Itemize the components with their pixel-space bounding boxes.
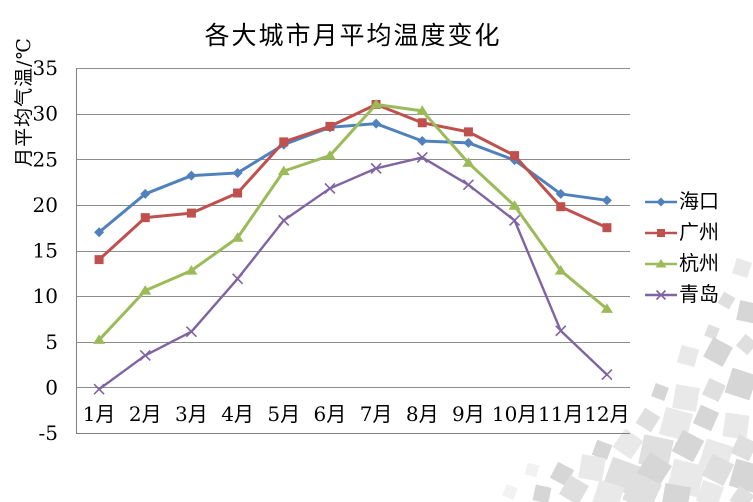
data-point (185, 265, 198, 275)
data-point (462, 157, 475, 167)
data-point (417, 136, 428, 146)
y-tick-label: 5 (45, 330, 58, 354)
y-tick-label: 0 (45, 375, 58, 399)
series-line-hangzhou (97, 103, 609, 342)
data-point (556, 202, 566, 212)
x-tick-label: 9月 (452, 402, 485, 426)
x-tick-label: 2月 (129, 402, 162, 426)
data-point (324, 182, 336, 195)
x-tick-label: 1月 (83, 402, 116, 426)
data-point (416, 105, 429, 115)
legend: 海口 广州 杭州 青岛 (645, 191, 719, 305)
x-tick-label: 4月 (221, 402, 254, 426)
data-point (601, 369, 613, 381)
data-point (657, 228, 665, 237)
data-point (510, 151, 520, 161)
y-tick-label: 35 (33, 56, 58, 80)
legend-label: 海口 (679, 189, 719, 213)
data-point (279, 137, 289, 147)
data-point (370, 162, 382, 174)
y-tick-label: 30 (33, 102, 58, 126)
y-axis-title: 月平均气温/℃ (13, 37, 35, 167)
data-point (140, 213, 150, 223)
legend-label: 杭州 (679, 251, 719, 275)
data-point (139, 285, 152, 295)
data-point (231, 232, 244, 242)
data-point (186, 208, 196, 218)
x-tick-label: 10月 (492, 402, 537, 426)
data-point (601, 195, 612, 206)
data-point (463, 127, 473, 137)
data-point (186, 170, 197, 181)
data-point (602, 223, 612, 233)
data-point (323, 150, 336, 160)
data-point (555, 325, 567, 337)
data-point (94, 255, 104, 265)
series-line-guangzhou (97, 103, 609, 262)
data-point (417, 118, 427, 128)
data-point (232, 167, 243, 178)
x-tick-label: 6月 (314, 402, 347, 426)
data-point (555, 188, 566, 199)
data-point (232, 273, 244, 285)
data-point (463, 137, 474, 148)
x-tick-label: 3月 (175, 402, 208, 426)
legend-label: 广州 (679, 220, 719, 244)
legend-marker-square-icon (645, 228, 677, 237)
data-point (554, 265, 567, 275)
data-point (462, 179, 474, 191)
data-point (416, 151, 428, 163)
data-point (600, 303, 613, 313)
data-point (277, 165, 290, 176)
legend-marker-diamond-icon (645, 197, 677, 206)
legend-item-guangzhou: 广州 (645, 222, 719, 243)
data-point (93, 383, 105, 395)
chart-title: 各大城市月平均温度变化 (204, 21, 502, 50)
data-point (656, 197, 666, 206)
series-line-qingdao (97, 156, 609, 391)
x-tick-label: 8月 (406, 402, 439, 426)
y-tick-label: 25 (33, 147, 58, 171)
data-point (233, 188, 243, 198)
data-point (278, 214, 290, 226)
series-qingdao (93, 151, 613, 395)
legend-item-hangzhou: 杭州 (645, 253, 719, 274)
data-point (655, 289, 667, 300)
y-tick-label: 15 (33, 239, 58, 263)
data-point (370, 99, 383, 109)
data-point (93, 334, 106, 344)
x-tick-label: 12月 (584, 402, 629, 426)
data-point (508, 200, 521, 210)
y-tick-label: -5 (39, 421, 58, 445)
legend-marker-x-icon (645, 289, 677, 300)
y-tick-label: 10 (33, 284, 58, 308)
series-hangzhou (93, 99, 613, 344)
legend-item-haikou: 海口 (645, 191, 719, 212)
x-tick-label: 5月 (267, 402, 300, 426)
data-point (140, 188, 151, 199)
y-tick-label: 20 (33, 193, 58, 217)
legend-label: 青岛 (679, 282, 719, 306)
data-point (325, 121, 335, 131)
legend-item-qingdao: 青岛 (645, 284, 719, 305)
data-point (185, 326, 197, 338)
data-point (655, 258, 667, 267)
data-point (509, 214, 521, 226)
legend-marker-triangle-icon (645, 258, 677, 267)
data-point (371, 118, 382, 129)
x-tick-label: 7月 (360, 402, 393, 426)
data-point (94, 227, 105, 238)
x-tick-label: 11月 (538, 402, 583, 426)
data-point (139, 349, 151, 362)
